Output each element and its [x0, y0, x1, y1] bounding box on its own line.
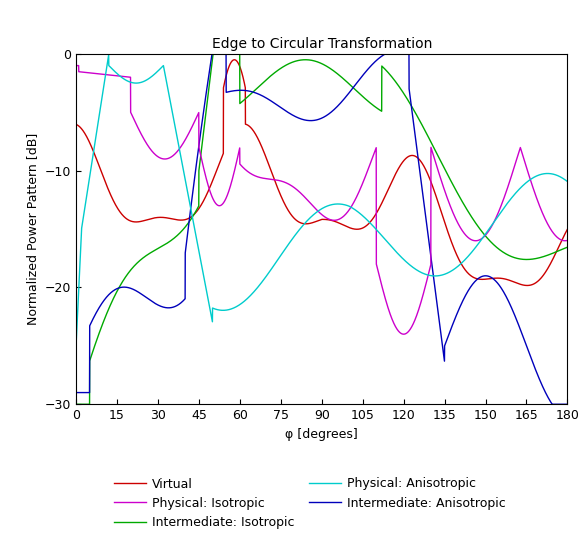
Physical: Isotropic: (139, -14.1): Isotropic: (139, -14.1): [452, 216, 459, 222]
Physical: Isotropic: (56, -11.8): Isotropic: (56, -11.8): [225, 188, 232, 195]
Physical: Isotropic: (180, -16): Isotropic: (180, -16): [564, 237, 571, 244]
Physical: Anisotropic: (56, -21.9): Anisotropic: (56, -21.9): [225, 306, 232, 313]
Line: Physical: Isotropic: Physical: Isotropic: [76, 66, 567, 334]
Virtual: [412, 153, 419, 160]
Intermediate: Isotropic: (56, 0): Isotropic: (56, 0): [225, 51, 232, 57]
Physical: Anisotropic: (180, -10.9): Anisotropic: (180, -10.9): [564, 178, 571, 185]
Virtual: [104, 183, 111, 190]
Physical: Isotropic: (124, -22.6): Isotropic: (124, -22.6): [412, 315, 419, 321]
Line: Physical: Anisotropic: Physical: Anisotropic: [76, 55, 567, 346]
Physical: Isotropic: (120, -24): Isotropic: (120, -24): [400, 331, 407, 337]
Line: Intermediate: Isotropic: Intermediate: Isotropic: [76, 54, 567, 404]
Line: Intermediate: Anisotropic: Intermediate: Anisotropic: [76, 54, 567, 404]
Intermediate: Anisotropic: (180, -30): Anisotropic: (180, -30): [564, 401, 571, 407]
Intermediate: Isotropic: (11.4, -22.2): Isotropic: (11.4, -22.2): [104, 309, 111, 316]
Title: Edge to Circular Transformation: Edge to Circular Transformation: [212, 37, 432, 51]
Physical: Anisotropic: (0, -25): Anisotropic: (0, -25): [73, 343, 80, 349]
Virtual: [131, 219, 138, 225]
Intermediate: Anisotropic: (139, -22.5): Anisotropic: (139, -22.5): [452, 314, 459, 320]
Intermediate: Isotropic: (124, -5.09): Isotropic: (124, -5.09): [412, 110, 419, 116]
X-axis label: φ [degrees]: φ [degrees]: [285, 427, 358, 441]
Intermediate: Anisotropic: (21.7, -20.2): Anisotropic: (21.7, -20.2): [132, 287, 139, 294]
Intermediate: Anisotropic: (174, -30): Anisotropic: (174, -30): [549, 401, 556, 407]
Intermediate: Anisotropic: (21.4, -20.2): Anisotropic: (21.4, -20.2): [131, 287, 138, 293]
Physical: Anisotropic: (11.4, -0.975): Anisotropic: (11.4, -0.975): [104, 62, 111, 68]
Intermediate: Anisotropic: (49.9, 0): Anisotropic: (49.9, 0): [209, 51, 216, 57]
Physical: Isotropic: (11.4, -1.78): Isotropic: (11.4, -1.78): [104, 72, 111, 78]
Y-axis label: Normalized Power Pattern [dB]: Normalized Power Pattern [dB]: [26, 133, 39, 325]
Virtual: [564, 226, 571, 232]
Intermediate: Anisotropic: (56, -3.24): Anisotropic: (56, -3.24): [225, 88, 232, 95]
Virtual: [524, 282, 531, 289]
Legend: Virtual, Physical: Isotropic, Intermediate: Isotropic, Physical: Anisotropic, In: Virtual, Physical: Isotropic, Intermedia…: [111, 474, 510, 533]
Physical: Anisotropic: (12, -0.075): Anisotropic: (12, -0.075): [105, 52, 112, 58]
Virtual: [231, 57, 238, 63]
Virtual: [452, 249, 459, 255]
Intermediate: Anisotropic: (124, -7.32): Anisotropic: (124, -7.32): [412, 136, 419, 143]
Physical: Anisotropic: (139, -18.3): Anisotropic: (139, -18.3): [452, 265, 459, 271]
Intermediate: Isotropic: (180, -16.6): Isotropic: (180, -16.6): [564, 244, 571, 251]
Physical: Isotropic: (21.4, -5.7): Isotropic: (21.4, -5.7): [131, 118, 138, 124]
Physical: Anisotropic: (124, -18.4): Anisotropic: (124, -18.4): [412, 266, 419, 273]
Virtual: [132, 219, 139, 225]
Intermediate: Isotropic: (139, -11.6): Isotropic: (139, -11.6): [452, 186, 459, 193]
Line: Virtual: Virtual: [76, 60, 567, 286]
Physical: Isotropic: (21.7, -5.82): Isotropic: (21.7, -5.82): [132, 119, 139, 125]
Intermediate: Isotropic: (0, -30): Isotropic: (0, -30): [73, 401, 80, 407]
Physical: Isotropic: (0, -1): Isotropic: (0, -1): [73, 63, 80, 69]
Physical: Anisotropic: (21.5, -2.49): Anisotropic: (21.5, -2.49): [131, 80, 138, 86]
Intermediate: Anisotropic: (0, -29): Anisotropic: (0, -29): [73, 389, 80, 396]
Virtual: [73, 121, 80, 128]
Intermediate: Anisotropic: (11.4, -20.8): Anisotropic: (11.4, -20.8): [104, 293, 111, 300]
Virtual: [225, 64, 232, 70]
Intermediate: Isotropic: (21.7, -18.1): Isotropic: (21.7, -18.1): [132, 262, 139, 268]
Intermediate: Isotropic: (50.2, 0): Isotropic: (50.2, 0): [209, 51, 216, 57]
Intermediate: Isotropic: (21.4, -18.1): Isotropic: (21.4, -18.1): [131, 262, 138, 269]
Physical: Anisotropic: (21.7, -2.5): Anisotropic: (21.7, -2.5): [132, 80, 139, 86]
